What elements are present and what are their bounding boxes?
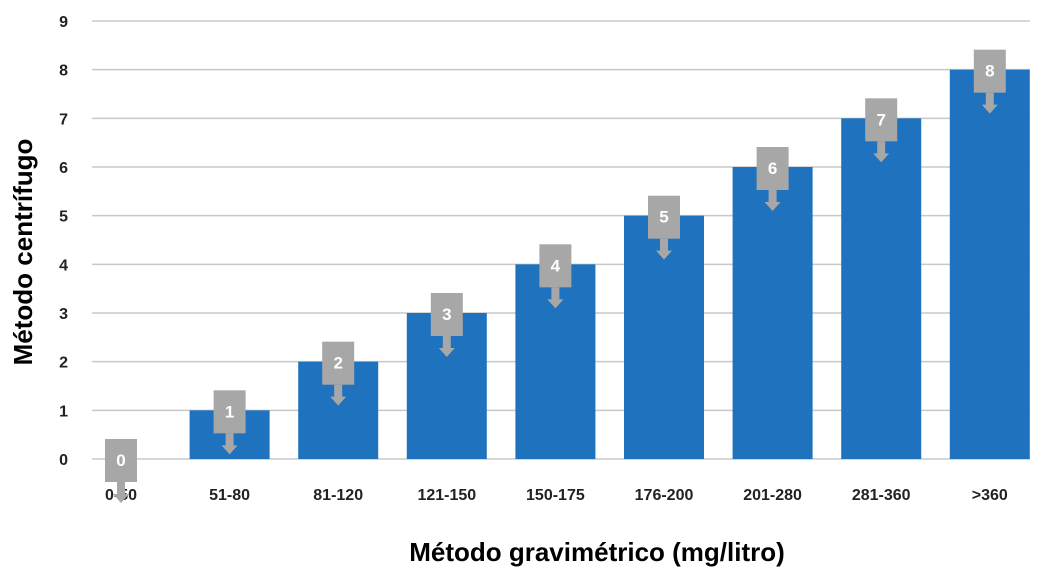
x-tick-label: 121-150: [417, 487, 476, 504]
y-axis-label: Método centrífugo: [8, 139, 38, 366]
arrow-down-icon: [221, 445, 238, 455]
y-tick-label: 6: [59, 160, 68, 177]
data-label: 3: [430, 293, 463, 357]
data-label: 8: [973, 49, 1006, 114]
data-label-box: [105, 439, 137, 482]
data-label: 5: [648, 195, 680, 260]
data-label-arrow-stem: [985, 92, 994, 106]
y-tick-label: 8: [59, 63, 68, 80]
data-label-arrow-stem: [442, 336, 451, 349]
y-tick-labels: 0 1 2 3 4 5 6 7 8 9: [59, 14, 68, 469]
data-label: 7: [865, 98, 898, 163]
data-label: 4: [539, 244, 572, 309]
data-label: 0: [105, 439, 137, 503]
data-label: 6: [756, 147, 789, 211]
data-label-arrow-stem: [334, 384, 343, 398]
arrow-down-icon: [438, 348, 455, 357]
data-label-box: [756, 147, 789, 190]
arrow-down-icon: [547, 299, 564, 309]
x-tick-label: 150-175: [526, 487, 585, 504]
arrow-down-icon: [330, 396, 347, 406]
data-label-arrow-stem: [117, 482, 125, 495]
arrow-down-icon: [873, 153, 890, 163]
x-tick-label: 281-360: [852, 487, 911, 504]
data-label-box: [213, 390, 246, 434]
x-tick-labels: 0-5051-8081-120121-150150-175176-200201-…: [105, 487, 1008, 504]
data-label-arrow-stem: [877, 141, 886, 155]
y-tick-label: 9: [59, 14, 68, 31]
data-label-box: [865, 98, 898, 142]
data-label-text: 1: [225, 402, 234, 421]
data-label-box: [430, 293, 463, 336]
x-axis-label: Método gravimétrico (mg/litro): [409, 537, 785, 567]
data-label-text: 4: [551, 256, 561, 275]
data-label-text: 7: [876, 110, 885, 129]
data-label-arrow-stem: [660, 238, 668, 252]
bar: [732, 167, 813, 459]
x-tick-label: >360: [972, 487, 1008, 504]
arrow-down-icon: [764, 202, 781, 211]
x-tick-label: 81-120: [313, 487, 363, 504]
data-labels: 0 1 2 3 4 5 6 7 8: [105, 49, 1006, 503]
data-label-text: 5: [659, 208, 668, 227]
bar: [949, 69, 1030, 460]
y-tick-label: 7: [59, 111, 68, 128]
bar: [841, 118, 922, 459]
y-tick-label: 4: [59, 257, 68, 274]
data-label-text: 2: [333, 354, 342, 373]
data-label: 1: [213, 390, 246, 455]
data-label-text: 8: [985, 62, 994, 81]
data-label-text: 3: [442, 305, 451, 324]
x-tick-label: 51-80: [209, 487, 250, 504]
arrow-down-icon: [981, 104, 998, 114]
arrow-down-icon: [656, 250, 672, 260]
data-label-text: 0: [116, 451, 125, 470]
y-tick-label: 1: [59, 403, 68, 420]
arrow-down-icon: [113, 494, 129, 503]
data-label-text: 6: [768, 159, 777, 178]
data-label-box: [539, 244, 572, 288]
y-tick-label: 2: [59, 355, 68, 372]
y-tick-label: 0: [59, 452, 68, 469]
x-tick-label: 201-280: [743, 487, 802, 504]
data-label-box: [322, 341, 355, 385]
data-label-arrow-stem: [551, 287, 560, 301]
y-tick-label: 3: [59, 306, 68, 323]
data-label-box: [648, 195, 680, 239]
data-label-arrow-stem: [225, 433, 234, 447]
data-label: 2: [322, 341, 355, 406]
data-label-arrow-stem: [768, 190, 777, 203]
y-tick-label: 5: [59, 209, 68, 226]
x-tick-label: 176-200: [635, 487, 694, 504]
data-label-box: [973, 49, 1006, 93]
